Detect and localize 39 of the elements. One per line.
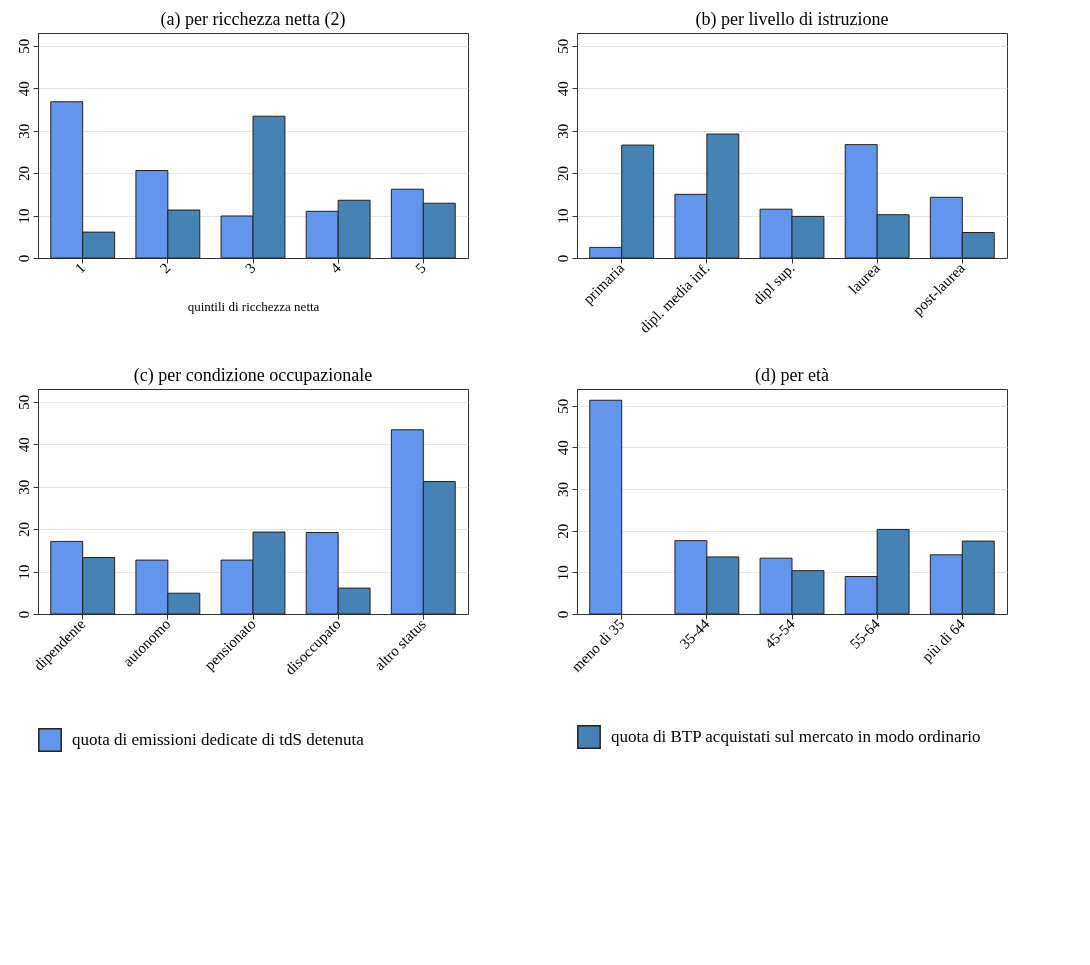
y-tick-label: 20 [15, 522, 32, 538]
x-tick-label: 4 [327, 259, 345, 277]
y-tick-label: 40 [554, 81, 571, 97]
y-tick-label: 40 [15, 81, 32, 97]
chart-title: (a) per ricchezza netta (2) [160, 9, 346, 30]
y-tick-label: 0 [15, 254, 32, 263]
y-tick-label: 10 [554, 565, 571, 581]
y-tick-label: 30 [15, 479, 32, 495]
y-tick-label: 20 [554, 166, 571, 182]
legend-label: quota di emissioni dedicate di tdS detenuta [72, 730, 365, 749]
y-tick-label: 50 [15, 38, 32, 54]
chart-title: (c) per condizione occupazionale [133, 365, 373, 386]
legend-label: quota di BTP acquistati sul mercato in modo ordinario [611, 727, 981, 746]
y-tick-label: 0 [554, 610, 571, 619]
y-tick-label: 0 [554, 254, 571, 263]
y-tick-label: 40 [554, 440, 571, 456]
y-tick-label: 10 [15, 564, 32, 580]
chart-title: (b) per livello di istruzione [695, 9, 889, 30]
y-tick-label: 50 [554, 38, 571, 54]
y-tick-label: 30 [554, 123, 571, 139]
x-tick-label: 5 [412, 259, 429, 277]
x-axis-title: quintili di ricchezza netta [187, 299, 320, 315]
y-tick-label: 20 [15, 166, 32, 182]
chart-title: (d) per età [755, 365, 829, 386]
y-tick-label: 50 [15, 394, 32, 410]
y-tick-label: 10 [554, 208, 571, 224]
x-tick-label: 3 [242, 259, 259, 277]
y-tick-label: 10 [15, 208, 32, 224]
y-tick-label: 30 [554, 482, 571, 497]
y-tick-label: 30 [15, 123, 32, 139]
x-tick-label: dipl sup. [749, 259, 798, 308]
x-tick-label: 1 [71, 259, 89, 277]
y-tick-label: 20 [554, 523, 571, 539]
y-tick-label: 50 [554, 398, 571, 414]
x-tick-label: più di 64 [918, 615, 969, 665]
x-tick-label: 2 [156, 259, 174, 277]
bar [589, 399, 623, 615]
y-tick-label: 40 [15, 437, 32, 453]
y-tick-label: 0 [15, 610, 32, 619]
